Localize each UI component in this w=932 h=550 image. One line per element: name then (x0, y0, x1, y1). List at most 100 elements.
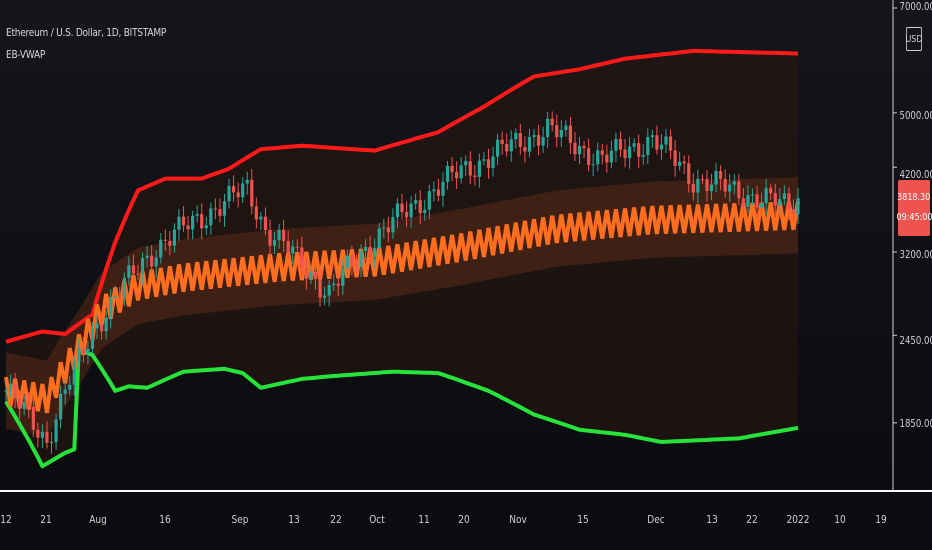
candle-body (787, 193, 791, 210)
candle-body (391, 217, 395, 233)
candle-body (359, 250, 363, 267)
candle-body (450, 165, 454, 173)
candle-body (696, 178, 700, 193)
price-axis-label: 3200.00 (899, 248, 932, 261)
last-price-value: 3818.30 (897, 192, 931, 203)
candle-body (72, 361, 76, 385)
candle-body (336, 283, 340, 286)
candle-body (700, 178, 705, 180)
time-axis-label: 13 (706, 513, 718, 526)
candle-body (646, 137, 650, 156)
candle-body (618, 139, 623, 150)
candle-body (436, 189, 441, 196)
candle-body (327, 285, 331, 296)
candle-body (295, 246, 299, 248)
candle-body (678, 161, 682, 166)
candle-body (614, 139, 618, 151)
time-axis-label: Sep (231, 513, 249, 526)
candle-body (209, 208, 213, 226)
time-axis-label: 15 (577, 513, 589, 526)
candle-body (605, 154, 609, 163)
candle-body (414, 200, 418, 204)
candle-body (541, 136, 545, 146)
candle-body (759, 203, 764, 208)
candle-body (664, 136, 668, 145)
last-price-tag: 3818.30 09:45:00 (896, 180, 932, 236)
candle-body (491, 156, 495, 168)
candle-body (140, 258, 145, 275)
candle-body (163, 239, 167, 241)
candle-body (40, 431, 45, 438)
candle-body (627, 146, 632, 159)
candle-body (473, 175, 477, 177)
candle-body (59, 393, 63, 420)
candle-body (277, 229, 281, 241)
candle-body (732, 181, 736, 185)
candle-body (400, 203, 404, 213)
price-axis-label: 2450.00 (899, 334, 932, 347)
candle-body (564, 125, 568, 130)
candle-body (45, 431, 49, 443)
candle-body (655, 135, 659, 150)
candle-body (272, 240, 277, 246)
candle-body (623, 149, 627, 159)
candle-body (13, 383, 17, 399)
time-axis-label: 16 (159, 513, 171, 526)
candle-body (22, 402, 26, 409)
time-axis-label: Aug (89, 513, 107, 526)
candle-body (714, 171, 718, 185)
candle-body (486, 159, 491, 168)
candle-body (591, 164, 595, 166)
candle-body (113, 296, 117, 298)
candle-body (81, 347, 85, 354)
candle-body (764, 188, 768, 204)
candle-body (227, 185, 231, 202)
candle-body (546, 118, 550, 137)
candle-body (577, 146, 582, 155)
candle-body (241, 183, 245, 198)
candle-body (650, 135, 654, 138)
candle-body (432, 189, 436, 192)
candle-body (145, 255, 149, 259)
candle-body (500, 139, 504, 145)
candle-body (304, 268, 309, 279)
candle-body (95, 323, 99, 329)
indicator-title[interactable]: EB-VWAP (6, 48, 46, 61)
candle-body (150, 255, 154, 267)
candle-body (300, 247, 304, 269)
candle-body (395, 203, 400, 218)
candle-body (518, 133, 522, 148)
candle-body (191, 215, 195, 230)
candle-body (286, 241, 290, 254)
time-axis-label: 22 (746, 513, 758, 526)
candle-body (263, 216, 268, 231)
time-axis-label: 10 (834, 513, 846, 526)
candle-body (204, 225, 208, 229)
candle-body (477, 160, 481, 177)
candle-body (687, 163, 691, 184)
candle-body (596, 150, 600, 165)
candle-body (231, 185, 236, 193)
candle-body (309, 271, 313, 279)
vwap-line (4, 201, 800, 414)
candle-body (118, 296, 122, 298)
candle-body (386, 227, 390, 233)
time-axis-label: 12 (0, 513, 12, 526)
candle-body (368, 246, 372, 257)
candle-body (245, 179, 249, 184)
time-axis-label: Dec (647, 513, 665, 526)
candle-body (441, 181, 445, 196)
candle-body (250, 179, 254, 207)
candle-body (323, 295, 327, 298)
candle-body (181, 216, 186, 226)
symbol-title[interactable]: Ethereum / U.S. Dollar, 1D, BITSTAMP (6, 26, 167, 39)
candle-body (741, 198, 745, 207)
candle-body (746, 195, 750, 207)
bar-countdown: 09:45:00 (896, 212, 932, 223)
candle-body (791, 209, 796, 215)
candle-body (282, 229, 286, 242)
time-axis-label: 20 (458, 513, 470, 526)
candle-body (345, 255, 349, 269)
